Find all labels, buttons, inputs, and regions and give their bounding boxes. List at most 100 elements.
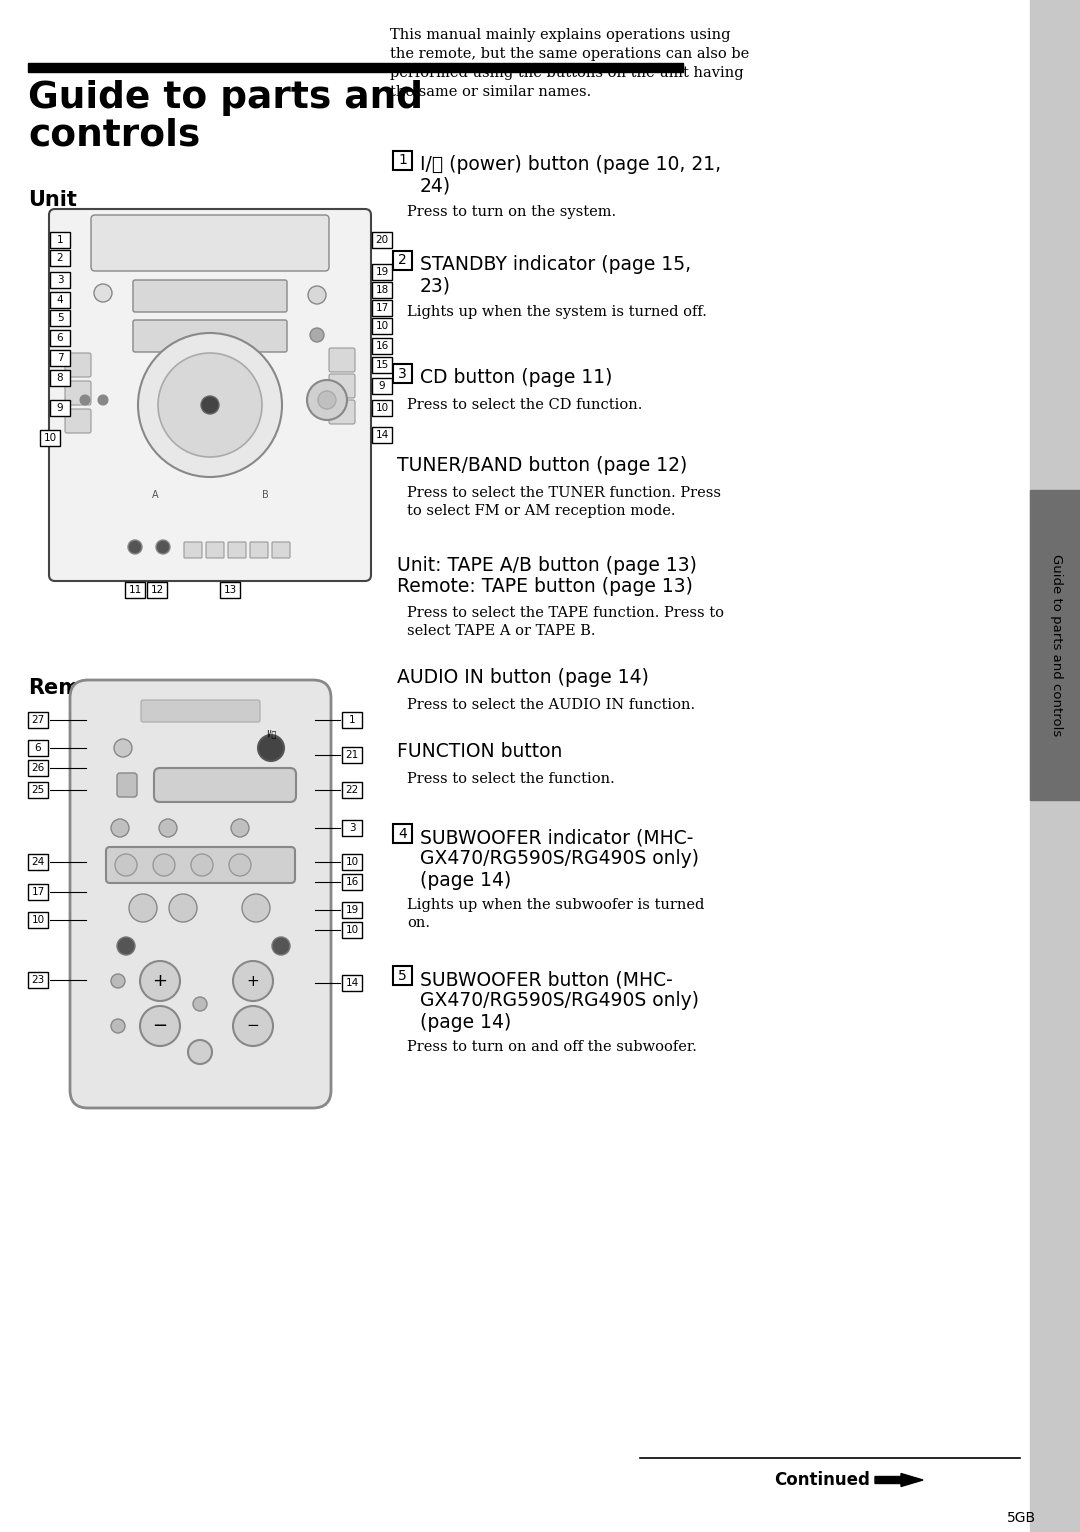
Bar <box>372 339 392 354</box>
Text: 14: 14 <box>376 430 389 440</box>
Text: 16: 16 <box>346 876 359 887</box>
Text: 13: 13 <box>224 585 237 594</box>
Bar <box>50 231 70 248</box>
Text: Press to select the TUNER function. Press
to select FM or AM reception mode.: Press to select the TUNER function. Pres… <box>407 486 721 518</box>
Bar <box>342 974 362 991</box>
Circle shape <box>80 395 90 404</box>
Bar <box>50 309 70 326</box>
Text: Continued: Continued <box>774 1471 870 1489</box>
Circle shape <box>94 283 112 302</box>
Bar <box>342 853 362 870</box>
Text: A: A <box>151 490 159 499</box>
Text: Press to select the CD function.: Press to select the CD function. <box>407 398 643 412</box>
Text: −: − <box>152 1017 167 1036</box>
Bar <box>342 922 362 938</box>
Circle shape <box>191 853 213 876</box>
FancyBboxPatch shape <box>272 542 291 558</box>
Circle shape <box>242 895 270 922</box>
Circle shape <box>129 895 157 922</box>
Circle shape <box>153 853 175 876</box>
FancyBboxPatch shape <box>91 214 329 271</box>
FancyBboxPatch shape <box>133 320 287 352</box>
Text: 4: 4 <box>399 826 407 841</box>
Bar <box>342 781 362 798</box>
Circle shape <box>307 380 347 420</box>
Bar <box>372 400 392 417</box>
Text: 16: 16 <box>376 342 389 351</box>
Bar <box>50 400 70 417</box>
Text: Guide to parts and
controls: Guide to parts and controls <box>28 80 423 153</box>
Circle shape <box>140 961 180 1000</box>
Text: I/⏻: I/⏻ <box>266 729 276 738</box>
Text: 24: 24 <box>31 856 44 867</box>
Bar <box>28 884 48 899</box>
Circle shape <box>308 286 326 303</box>
FancyBboxPatch shape <box>329 374 355 398</box>
FancyBboxPatch shape <box>154 768 296 801</box>
Text: 5GB: 5GB <box>1008 1511 1037 1524</box>
Circle shape <box>98 395 108 404</box>
Bar <box>372 282 392 299</box>
Bar <box>125 582 145 597</box>
Text: FUNCTION button: FUNCTION button <box>397 741 563 761</box>
Text: 8: 8 <box>56 372 64 383</box>
Text: Guide to parts and controls: Guide to parts and controls <box>1050 555 1063 735</box>
Circle shape <box>111 974 125 988</box>
Circle shape <box>129 539 141 555</box>
FancyBboxPatch shape <box>228 542 246 558</box>
Bar <box>393 251 411 270</box>
Bar <box>220 582 240 597</box>
Text: SUBWOOFER button (MHC-
GX470/RG590S/RG490S only)
(page 14): SUBWOOFER button (MHC- GX470/RG590S/RG49… <box>420 970 699 1031</box>
Bar <box>28 781 48 798</box>
Text: 17: 17 <box>376 303 389 313</box>
Text: 21: 21 <box>346 751 359 760</box>
Bar <box>372 300 392 316</box>
Bar <box>342 873 362 890</box>
Circle shape <box>114 853 137 876</box>
Text: Remote: Remote <box>28 679 119 699</box>
FancyBboxPatch shape <box>206 542 224 558</box>
FancyBboxPatch shape <box>329 400 355 424</box>
Circle shape <box>318 391 336 409</box>
Text: 10: 10 <box>376 322 389 331</box>
Text: I/⏻ (power) button (page 10, 21,
24): I/⏻ (power) button (page 10, 21, 24) <box>420 155 721 195</box>
Text: 7: 7 <box>56 352 64 363</box>
Text: 20: 20 <box>376 234 389 245</box>
FancyBboxPatch shape <box>117 774 137 797</box>
Circle shape <box>272 938 291 954</box>
FancyBboxPatch shape <box>133 280 287 313</box>
Text: TUNER/BAND button (page 12): TUNER/BAND button (page 12) <box>397 457 687 475</box>
Text: Press to select the function.: Press to select the function. <box>407 772 615 786</box>
Text: 6: 6 <box>56 332 64 343</box>
Circle shape <box>156 539 170 555</box>
Text: B: B <box>261 490 268 499</box>
Bar <box>342 902 362 918</box>
Text: 10: 10 <box>346 856 359 867</box>
Text: 15: 15 <box>376 360 389 371</box>
Circle shape <box>233 1007 273 1046</box>
Bar <box>342 748 362 763</box>
Text: Lights up when the subwoofer is turned
on.: Lights up when the subwoofer is turned o… <box>407 898 704 930</box>
Circle shape <box>229 853 251 876</box>
Circle shape <box>201 395 219 414</box>
Bar <box>372 319 392 334</box>
Bar <box>28 740 48 755</box>
Text: 12: 12 <box>150 585 164 594</box>
Text: 10: 10 <box>346 925 359 935</box>
Text: 2: 2 <box>399 253 407 268</box>
Text: 4: 4 <box>56 296 64 305</box>
Circle shape <box>233 961 273 1000</box>
Circle shape <box>117 938 135 954</box>
Bar <box>372 231 392 248</box>
Text: +: + <box>246 973 259 988</box>
Bar <box>50 329 70 346</box>
Text: Lights up when the system is turned off.: Lights up when the system is turned off. <box>407 305 707 319</box>
Text: 1: 1 <box>56 234 64 245</box>
Bar <box>372 264 392 280</box>
Circle shape <box>168 895 197 922</box>
Bar <box>50 273 70 288</box>
Bar <box>28 971 48 988</box>
Text: Press to select the TAPE function. Press to
select TAPE A or TAPE B.: Press to select the TAPE function. Press… <box>407 607 724 637</box>
FancyBboxPatch shape <box>65 352 91 377</box>
Circle shape <box>231 820 249 836</box>
